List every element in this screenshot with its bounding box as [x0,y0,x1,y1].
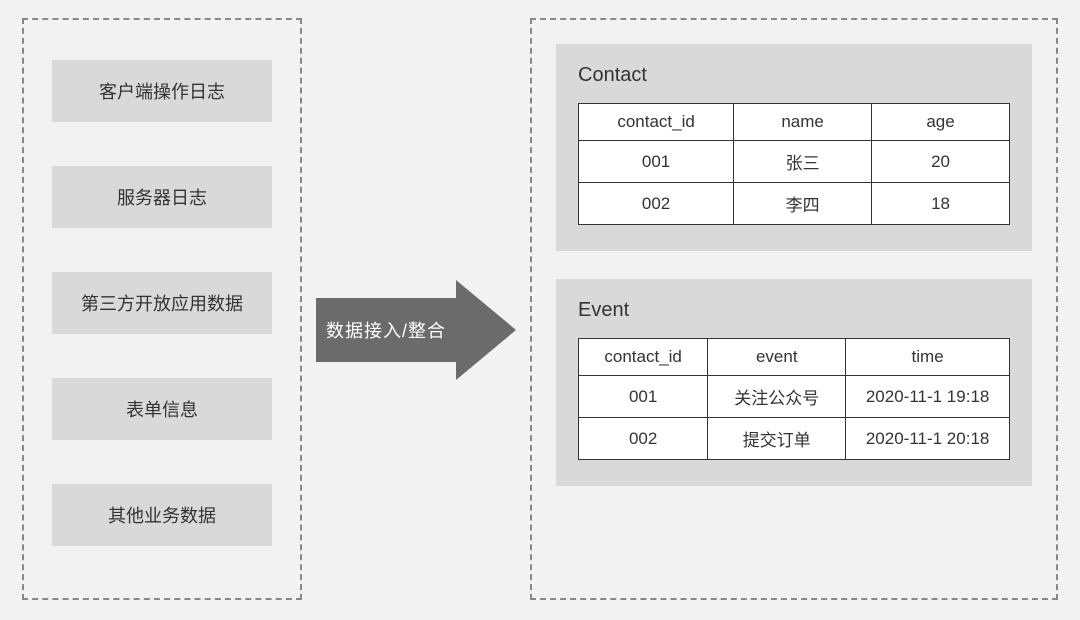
event-table-card: Event contact_id event time 001 关注公众号 20… [556,279,1032,486]
source-label: 第三方开放应用数据 [81,290,243,316]
cell: 001 [579,376,708,418]
cell: 20 [872,141,1010,183]
col-header: name [734,104,872,141]
cell: 关注公众号 [708,376,846,418]
cell: 2020-11-1 20:18 [846,418,1010,460]
col-header: time [846,339,1010,376]
contact-table: contact_id name age 001 张三 20 002 李四 18 [578,103,1010,225]
source-label: 客户端操作日志 [99,78,225,104]
table-title: Event [578,299,1010,322]
table-header-row: contact_id name age [579,104,1010,141]
cell: 002 [579,183,734,225]
col-header: contact_id [579,339,708,376]
cell: 张三 [734,141,872,183]
cell: 002 [579,418,708,460]
source-box: 客户端操作日志 [52,60,272,122]
source-box: 第三方开放应用数据 [52,272,272,334]
col-header: event [708,339,846,376]
table-header-row: contact_id event time [579,339,1010,376]
cell: 2020-11-1 19:18 [846,376,1010,418]
cell: 18 [872,183,1010,225]
source-label: 其他业务数据 [108,502,216,528]
source-label: 服务器日志 [117,184,207,210]
table-row: 001 张三 20 [579,141,1010,183]
col-header: contact_id [579,104,734,141]
table-row: 002 李四 18 [579,183,1010,225]
col-header: age [872,104,1010,141]
table-title: Contact [578,64,1010,87]
source-box: 表单信息 [52,378,272,440]
table-row: 001 关注公众号 2020-11-1 19:18 [579,376,1010,418]
contact-table-card: Contact contact_id name age 001 张三 20 [556,44,1032,251]
source-box: 其他业务数据 [52,484,272,546]
arrow-label: 数据接入/整合 [316,280,456,380]
cell: 提交订单 [708,418,846,460]
table-row: 002 提交订单 2020-11-1 20:18 [579,418,1010,460]
flow-arrow: 数据接入/整合 [316,280,516,380]
event-table: contact_id event time 001 关注公众号 2020-11-… [578,338,1010,460]
sources-panel: 客户端操作日志 服务器日志 第三方开放应用数据 表单信息 其他业务数据 [22,18,302,600]
source-box: 服务器日志 [52,166,272,228]
source-label: 表单信息 [126,396,198,422]
cell: 001 [579,141,734,183]
tables-panel: Contact contact_id name age 001 张三 20 [530,18,1058,600]
cell: 李四 [734,183,872,225]
